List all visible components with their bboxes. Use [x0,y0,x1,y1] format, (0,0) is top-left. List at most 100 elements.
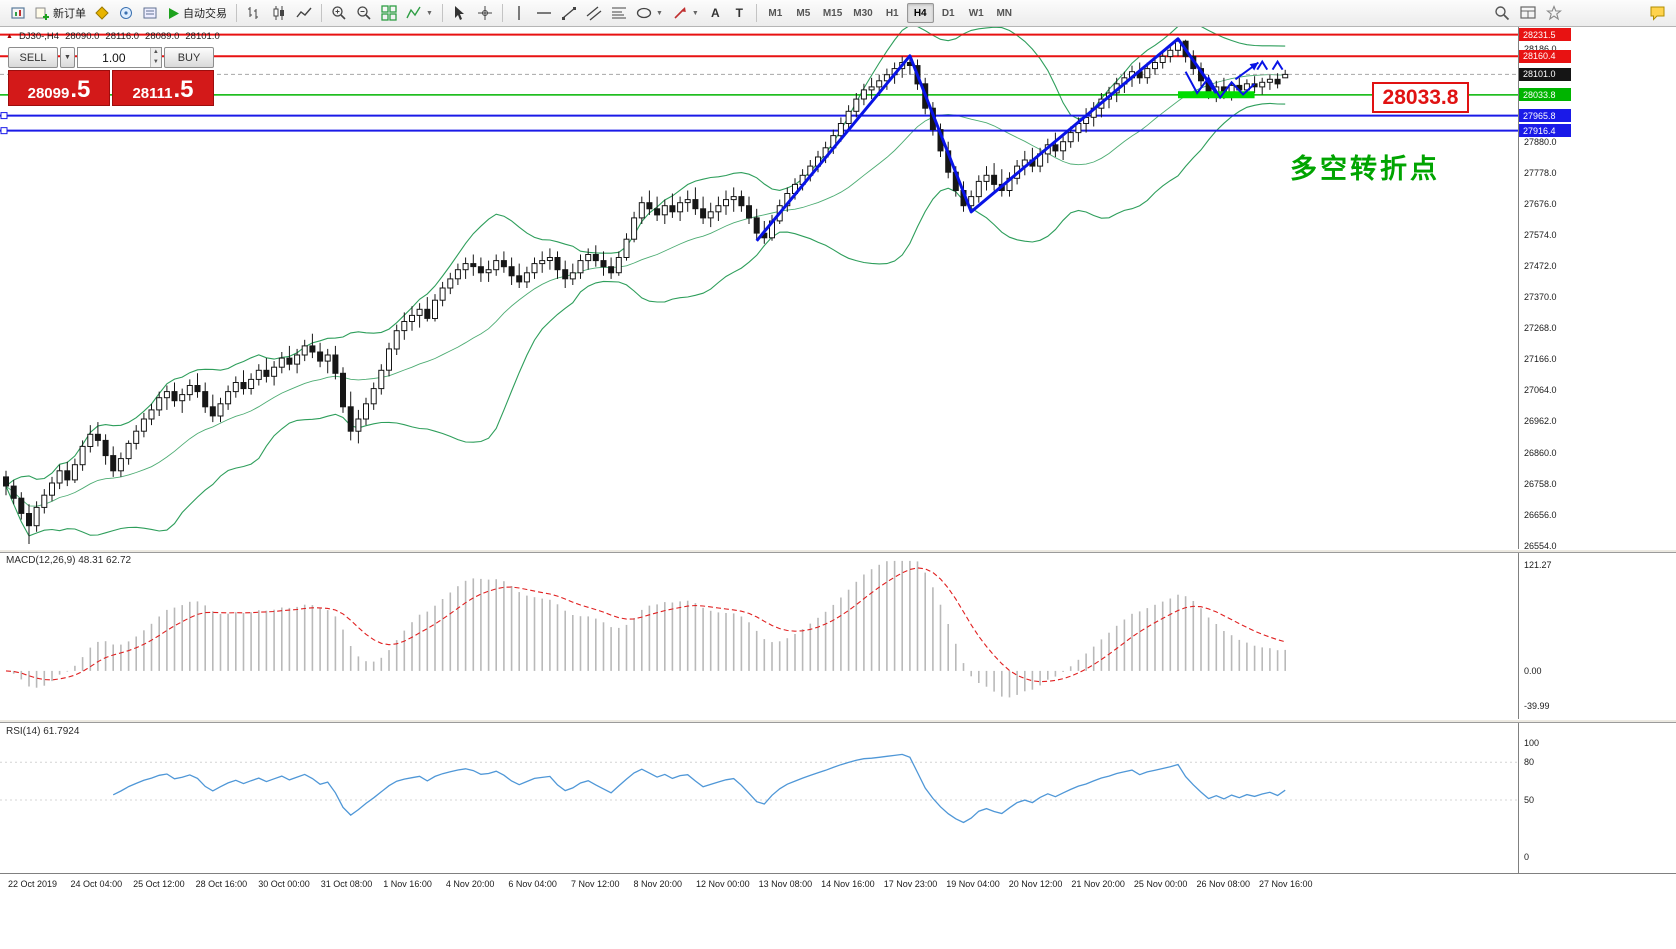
timeframe-button-w1[interactable]: W1 [963,3,990,23]
time-axis-label: 21 Nov 20:00 [1071,879,1125,889]
new-order-label: 新订单 [53,8,86,20]
price-axis-label: 28186.0 [1524,43,1557,54]
line-chart-icon[interactable] [292,2,316,24]
price-tag: 28033.8 [1519,88,1571,102]
time-axis-label: 26 Nov 08:00 [1196,879,1250,889]
chevron-down-icon: ▼ [691,9,699,17]
time-axis-label: 7 Nov 12:00 [570,879,620,889]
favorites-icon[interactable] [1542,2,1566,24]
price-axis-label: 27778.0 [1524,167,1557,178]
macd-axis-label: -39.99 [1524,700,1550,711]
price-axis-label: 27574.0 [1524,229,1557,240]
price-axis-label: 26554.0 [1524,540,1557,551]
buy-price-fraction: .5 [173,76,194,103]
shapes-tool-icon[interactable]: ▼ [632,2,667,24]
time-axis-label: 27 Nov 16:00 [1259,879,1313,889]
symbol-marker-icon: ▲ [6,33,13,40]
candlestick-chart-icon[interactable] [267,2,291,24]
chart-workspace: ▲ DJ30-,H4 28090.0 28116.0 28089.0 28101… [0,27,1676,949]
sell-price-panel[interactable]: 28099.5 [8,70,110,106]
main-toolbar: 新订单 自动交易 ▼ ▼ ▼ A T M1 M5 M15 M30 H1 H4 D1 W1 MN [0,0,1676,27]
time-axis-label: 4 Nov 20:00 [445,879,495,889]
timeframe-button-d1[interactable]: D1 [935,3,962,23]
price-tag: 28160.4 [1519,49,1571,63]
trendline-tool-icon[interactable] [557,2,581,24]
time-axis-label: 28 Oct 16:00 [195,879,248,889]
one-click-trading-panel: SELL ▼ ▲▼ BUY 28099.5 28111.5 [8,47,214,106]
chevron-down-icon: ▼ [655,9,663,17]
new-chart-icon[interactable] [6,2,30,24]
one-click-settings-button[interactable]: ▼ [60,47,75,68]
tile-windows-icon[interactable] [377,2,401,24]
time-axis-label: 8 Nov 20:00 [633,879,683,889]
toolbar-separator [501,4,503,22]
timeframe-button-m5[interactable]: M5 [790,3,817,23]
price-axis-label: 26962.0 [1524,416,1557,427]
candlestick-chart-canvas [0,27,1518,544]
horizontal-line-tool-icon[interactable] [532,2,556,24]
zoom-in-icon[interactable] [327,2,351,24]
volume-spinner: ▲ ▼ [149,48,161,67]
price-axis-label: 26758.0 [1524,478,1557,489]
time-axis-label: 13 Nov 08:00 [758,879,813,889]
timeframe-button-h4[interactable]: H4 [906,3,934,23]
rsi-indicator-panel[interactable] [0,723,1518,873]
timeframe-button-m15[interactable]: M15 [818,3,847,23]
macd-axis-label: 121.27 [1524,559,1552,570]
bar-chart-icon[interactable] [242,2,266,24]
main-price-chart[interactable]: ▲ DJ30-,H4 28090.0 28116.0 28089.0 28101… [0,27,1518,549]
panel-divider[interactable] [0,719,1676,723]
timeframe-button-h1[interactable]: H1 [879,3,906,23]
layouts-icon[interactable] [1516,2,1540,24]
volume-input[interactable] [78,48,150,67]
time-axis[interactable]: 22 Oct 2019 24 Oct 04:00 25 Oct 12:00 28 Oc… [0,873,1676,949]
terminal-icon[interactable] [139,2,162,24]
panel-divider[interactable] [0,549,1676,553]
vertical-line-tool-icon[interactable] [508,2,531,24]
price-tag: 28231.5 [1519,28,1571,42]
time-axis-label: 17 Nov 23:00 [883,879,938,889]
buy-price-main: 28111 [132,85,173,102]
auto-trading-label: 自动交易 [183,8,227,20]
channel-tool-icon[interactable] [582,2,606,24]
time-axis-label: 6 Nov 04:00 [508,879,557,889]
zoom-out-icon[interactable] [352,2,376,24]
navigator-icon[interactable] [115,2,138,24]
price-callout-box[interactable]: 28033.8 [1372,82,1469,113]
chat-icon[interactable] [1645,2,1670,24]
macd-axis-label: 0.00 [1524,665,1542,676]
crosshair-icon[interactable] [473,2,497,24]
volume-up-icon[interactable]: ▲ [150,48,161,58]
timeframe-button-m30[interactable]: M30 [848,3,877,23]
label-tool-icon[interactable]: T [728,2,751,24]
volume-field: ▲▼ [77,47,162,68]
timeframe-button-m1[interactable]: M1 [762,3,789,23]
timeframe-button-mn[interactable]: MN [991,3,1018,23]
price-axis-label: 27370.0 [1524,292,1557,303]
macd-indicator-panel[interactable] [0,553,1518,719]
symbol-timeframe-label: DJ30-,H4 [18,31,60,42]
new-order-button[interactable]: 新订单 [31,2,90,24]
sell-button[interactable]: SELL [8,47,58,68]
fibonacci-tool-icon[interactable] [607,2,631,24]
price-axis[interactable]: 28186.0 27880.0 27778.0 27676.0 27574.0 27472… [1518,27,1676,949]
indicators-icon[interactable]: ▼ [402,2,437,24]
buy-price-panel[interactable]: 28111.5 [112,70,214,106]
macd-label: MACD(12,26,9) 48.31 62.72 [6,555,132,566]
time-axis-label: 14 Nov 16:00 [821,879,875,889]
turning-point-annotation[interactable]: 多空转折点 [1290,154,1440,185]
arrows-tool-icon[interactable]: ▼ [668,2,703,24]
cursor-icon[interactable] [448,2,472,24]
price-axis-label: 26656.0 [1524,509,1557,520]
auto-trading-button[interactable]: 自动交易 [163,2,231,24]
chevron-down-icon: ▼ [426,9,433,17]
price-axis-label: 26860.0 [1524,447,1557,458]
rsi-axis-label: 50 [1524,795,1535,805]
text-tool-icon[interactable]: A [704,2,727,24]
search-icon[interactable] [1490,2,1514,24]
time-axis-label: 25 Nov 00:00 [1133,879,1188,889]
market-watch-icon[interactable] [91,2,114,24]
buy-button[interactable]: BUY [164,47,214,68]
volume-down-icon[interactable]: ▼ [150,57,161,67]
rsi-axis-label: 0 [1524,851,1530,862]
